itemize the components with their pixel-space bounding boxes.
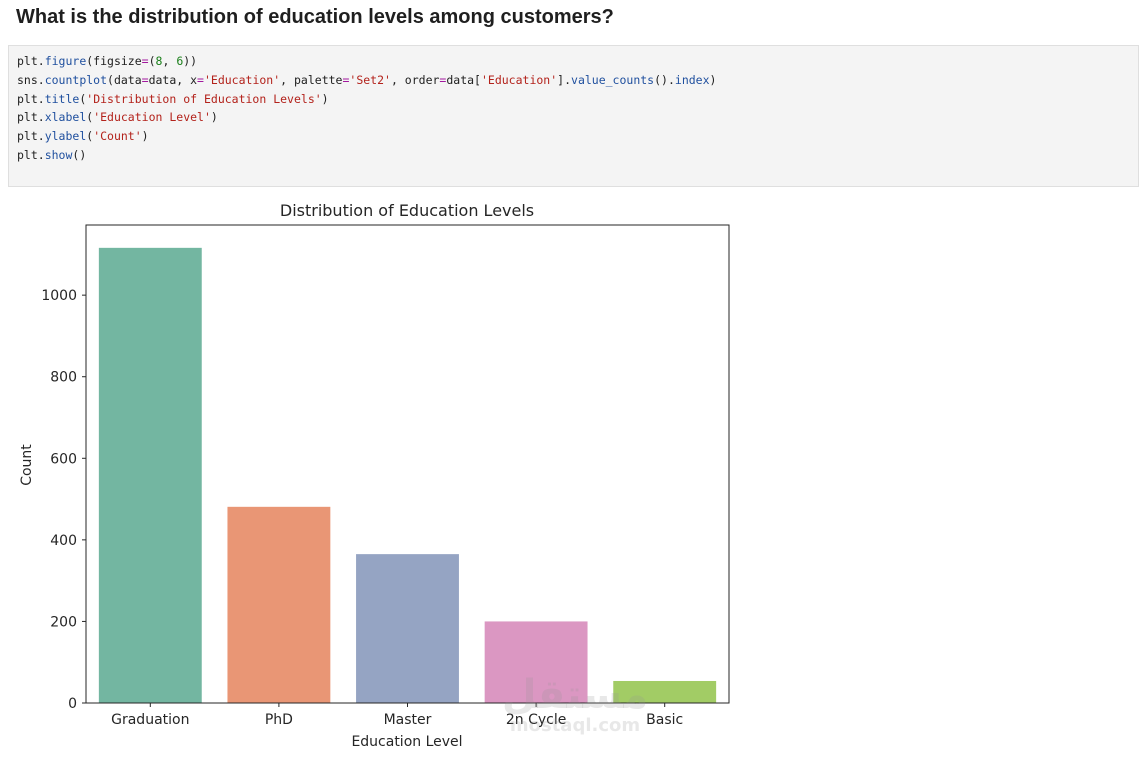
x-tick-label: Master bbox=[384, 712, 432, 728]
y-tick-label: 0 bbox=[68, 696, 77, 712]
code-line: plt.ylabel('Count') bbox=[17, 129, 149, 144]
x-tick-label: Graduation bbox=[111, 712, 189, 728]
code-line: plt.title('Distribution of Education Lev… bbox=[17, 91, 329, 106]
y-tick-label: 600 bbox=[50, 451, 77, 467]
code-line: sns.countplot(data=data, x='Education', … bbox=[17, 72, 717, 87]
bar-master bbox=[356, 554, 459, 703]
y-tick-label: 400 bbox=[50, 533, 77, 549]
y-tick-label: 800 bbox=[50, 370, 77, 386]
education-bar-chart: Distribution of Education Levels 0 200 400… bbox=[19, 201, 730, 750]
plot-frame bbox=[85, 224, 730, 704]
x-tick-label: 2n Cycle bbox=[506, 712, 567, 728]
code-line: plt.figure(figsize=(8, 6)) bbox=[17, 54, 198, 68]
code-cell[interactable]: plt.figure(figsize=(8, 6)) sns.countplot… bbox=[8, 45, 1139, 187]
x-tick-label: Basic bbox=[646, 712, 683, 728]
y-tick-label: 1000 bbox=[41, 288, 77, 304]
y-axis-label: Count bbox=[19, 444, 35, 486]
bar-phd bbox=[227, 506, 331, 703]
question-heading: What is the distribution of education le… bbox=[16, 6, 614, 28]
bar-2n-cycle bbox=[484, 621, 588, 703]
bar-graduation bbox=[98, 247, 202, 703]
code-line: plt.xlabel('Education Level') bbox=[17, 110, 218, 125]
x-axis-label: Education Level bbox=[351, 734, 462, 750]
chart-title: Distribution of Education Levels bbox=[280, 201, 534, 220]
code-block: plt.figure(figsize=(8, 6)) sns.countplot… bbox=[17, 52, 1130, 165]
y-tick-label: 200 bbox=[50, 614, 77, 630]
code-line: plt.show() bbox=[17, 147, 87, 162]
bar-basic bbox=[613, 680, 717, 703]
x-tick-label: PhD bbox=[265, 712, 293, 728]
